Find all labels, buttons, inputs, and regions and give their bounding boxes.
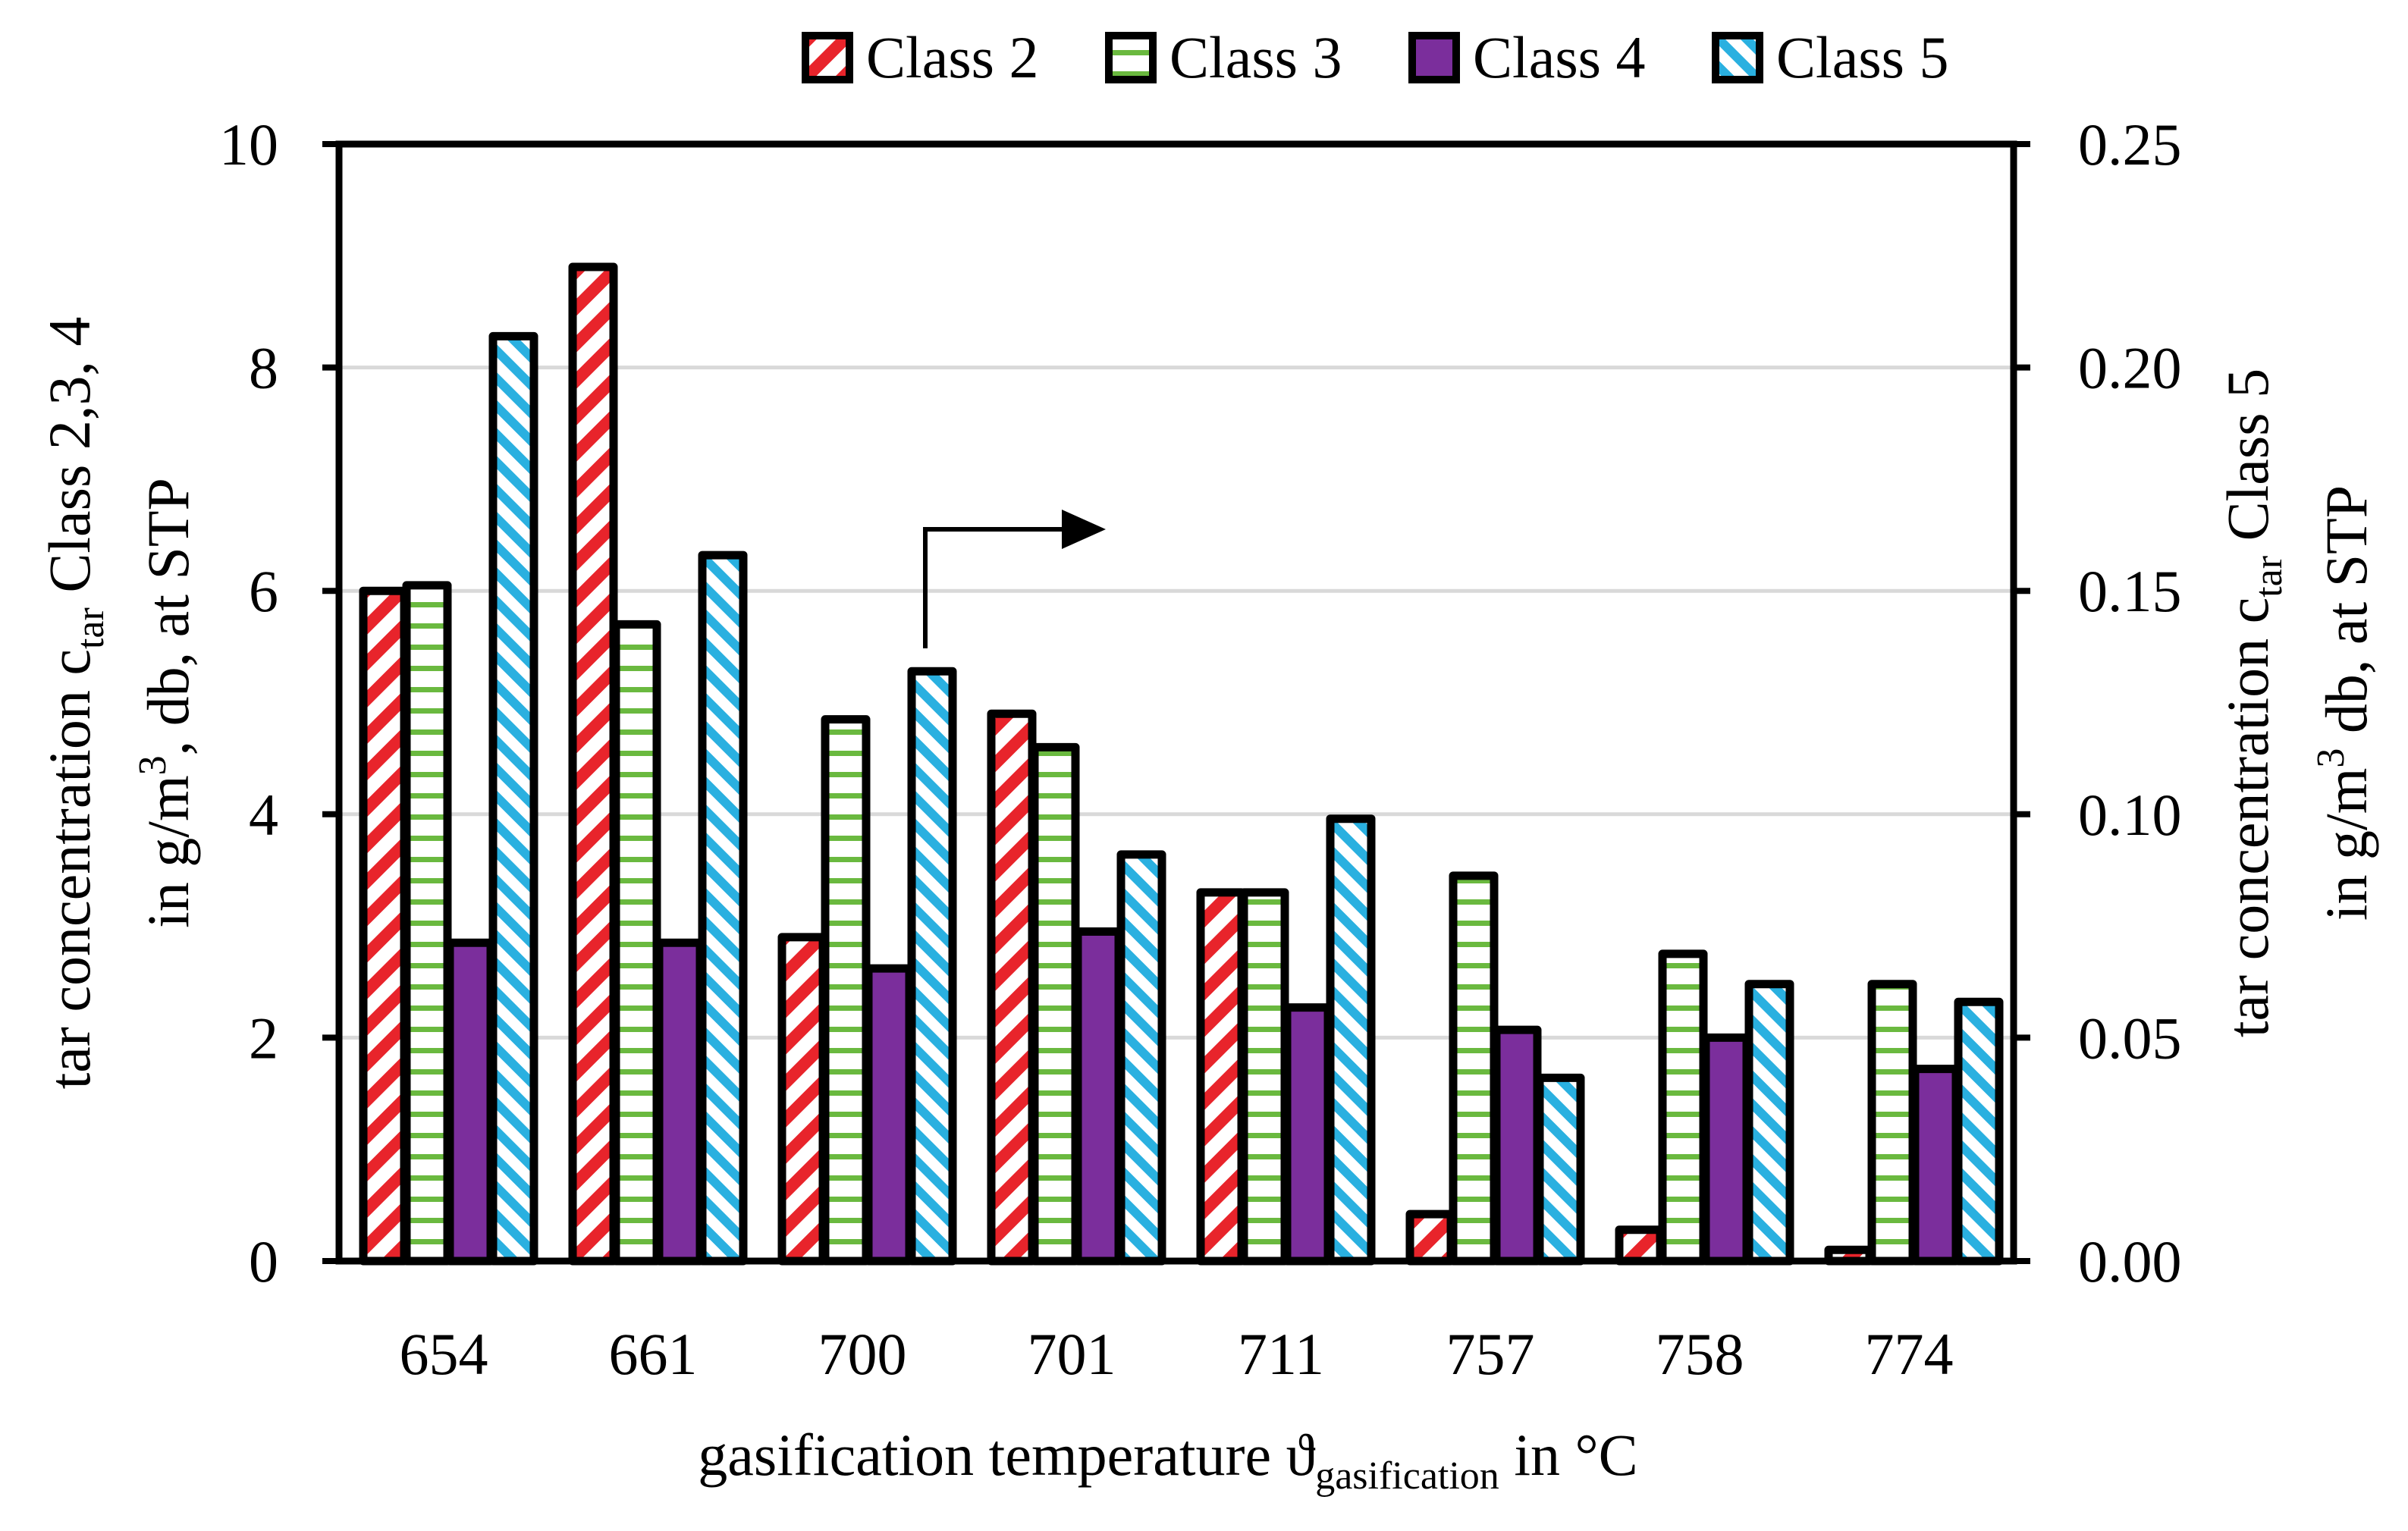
y-axis-left-title: tar concentration ctar Class 2,3, 4 in g… <box>36 317 201 1090</box>
y-left-tick-label: 6 <box>249 558 278 624</box>
bar-class-4-654 <box>445 938 495 1266</box>
x-tick-label-757: 757 <box>1446 1321 1535 1387</box>
x-tick-label-700: 700 <box>818 1321 907 1387</box>
x-tick-label-711: 711 <box>1238 1321 1324 1387</box>
legend: Class 2 Class 3 Class 4 Class 5 <box>802 24 1949 90</box>
y-left-tick-label: 4 <box>249 782 278 848</box>
y-right-tick-label: 0.00 <box>2078 1228 2182 1294</box>
bar-class-4-757 <box>1492 1025 1542 1266</box>
y-right-tick-label: 0.05 <box>2078 1005 2182 1071</box>
legend-swatch-class-2 <box>802 32 853 83</box>
legend-label-class-2: Class 2 <box>866 24 1039 90</box>
svg-text:tar concentration ctar Class 2: tar concentration ctar Class 2,3, 4 <box>36 317 112 1090</box>
svg-text:in g/m3 db, at STP: in g/m3 db, at STP <box>2309 485 2379 921</box>
y-right-tick-label: 0.10 <box>2078 782 2182 848</box>
x-tick-label-774: 774 <box>1865 1321 1954 1387</box>
y-right-tick-label: 0.15 <box>2078 558 2182 624</box>
bar-class-4-661 <box>655 938 705 1266</box>
y-left-tick-label: 10 <box>219 111 278 177</box>
bar-class-2-757 <box>1405 1209 1455 1266</box>
bar-class-5-757 <box>1535 1073 1585 1266</box>
legend-label-class-3: Class 3 <box>1169 24 1342 90</box>
bar-class-2-711 <box>1196 888 1246 1266</box>
bar-class-2-661 <box>568 262 618 1266</box>
legend-label-class-4: Class 4 <box>1473 24 1646 90</box>
bar-class-5-700 <box>907 667 957 1266</box>
x-tick-label-654: 654 <box>400 1321 488 1387</box>
bar-class-5-701 <box>1116 850 1166 1266</box>
bar-class-3-654 <box>402 581 452 1266</box>
bar-class-4-758 <box>1701 1033 1751 1266</box>
bar-class-3-661 <box>611 620 661 1266</box>
bar-class-5-661 <box>698 551 748 1266</box>
x-axis-title: gasification temperature ϑgasification i… <box>698 1422 1637 1498</box>
y-axis-right-title: tar concentration ctar Class 5 in g/m3 d… <box>2215 369 2379 1037</box>
y-right-tick-label: 0.20 <box>2078 335 2182 401</box>
bar-class-4-711 <box>1282 1003 1333 1266</box>
axis-ticks: 0 0.00 2 0.05 4 0.10 6 0.15 8 0.20 10 0.25 654 661 700… <box>219 111 2182 1387</box>
bar-class-3-701 <box>1030 742 1080 1266</box>
bar-class-5-758 <box>1744 980 1794 1266</box>
bar-class-2-654 <box>359 586 409 1266</box>
bar-class-3-757 <box>1449 871 1499 1266</box>
bar-class-3-774 <box>1867 980 1917 1266</box>
bar-class-4-701 <box>1073 927 1123 1266</box>
bar-class-5-654 <box>488 331 538 1266</box>
bars <box>359 262 2004 1266</box>
y-left-tick-label: 2 <box>249 1005 278 1071</box>
bar-class-5-774 <box>1954 997 2004 1266</box>
bar-class-4-700 <box>864 964 914 1266</box>
bar-class-3-758 <box>1658 949 1708 1266</box>
right-axis-arrow-annotation <box>923 510 1106 648</box>
bar-class-3-711 <box>1239 888 1289 1266</box>
svg-text:in g/m3, db, at STP: in g/m3, db, at STP <box>131 478 201 928</box>
legend-label-class-5: Class 5 <box>1776 24 1949 90</box>
bar-class-2-701 <box>987 709 1037 1266</box>
y-left-tick-label: 0 <box>249 1228 278 1294</box>
bar-class-2-758 <box>1615 1225 1665 1266</box>
svg-text:tar concentration ctar Class 5: tar concentration ctar Class 5 <box>2215 369 2290 1037</box>
bar-class-2-700 <box>777 933 827 1266</box>
y-left-tick-label: 8 <box>249 335 278 401</box>
legend-swatch-class-4 <box>1408 32 1460 83</box>
x-tick-label-758: 758 <box>1656 1321 1744 1387</box>
x-tick-label-661: 661 <box>609 1321 698 1387</box>
legend-swatch-class-5 <box>1712 32 1763 83</box>
bar-class-4-774 <box>1910 1065 1961 1266</box>
legend-swatch-class-3 <box>1105 32 1157 83</box>
bar-class-3-700 <box>821 715 871 1266</box>
plot-frame <box>335 140 2017 1265</box>
bar-class-5-711 <box>1326 814 1376 1266</box>
x-tick-label-701: 701 <box>1028 1321 1116 1387</box>
y-right-tick-label: 0.25 <box>2078 111 2182 177</box>
